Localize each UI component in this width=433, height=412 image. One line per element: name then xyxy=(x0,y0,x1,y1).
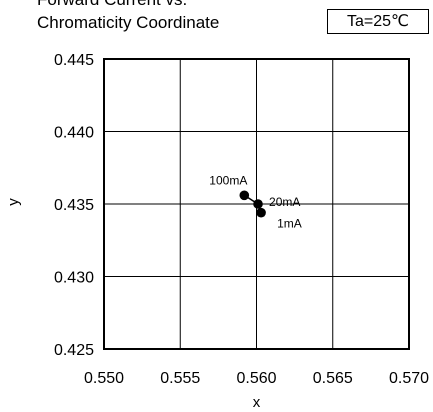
chart-title-line-2: Chromaticity Coordinate xyxy=(37,13,220,32)
data-point-label: 20mA xyxy=(269,195,300,209)
data-point xyxy=(239,190,250,201)
data-points: 100mA 20mA 1mA xyxy=(209,173,301,230)
x-tick-label: 0.565 xyxy=(313,370,353,387)
x-tick-label: 0.570 xyxy=(389,370,429,387)
x-tick-label: 0.560 xyxy=(236,370,276,387)
plot-frame xyxy=(103,58,410,350)
data-point xyxy=(256,207,266,218)
axis-tick-labels: 0.550 0.555 0.560 0.565 0.570 0.425 0.430 0.435… xyxy=(54,52,429,387)
condition-label: Ta=25℃ xyxy=(327,9,429,34)
y-tick-label: 0.425 xyxy=(54,342,94,359)
data-point-label: 1mA xyxy=(277,217,302,231)
y-tick-label: 0.430 xyxy=(54,270,94,287)
x-tick-label: 0.555 xyxy=(160,370,200,387)
y-tick-label: 0.440 xyxy=(54,125,94,142)
data-point xyxy=(253,199,263,209)
data-point-label: 100mA xyxy=(209,173,247,187)
y-tick-label: 0.435 xyxy=(54,197,94,214)
y-tick-label: 0.445 xyxy=(54,52,94,69)
y-axis-label: y xyxy=(5,198,22,206)
chart-title-line-1: Forward Current vs. xyxy=(37,0,187,10)
x-axis-label: x xyxy=(253,394,261,411)
x-tick-label: 0.550 xyxy=(84,370,124,387)
